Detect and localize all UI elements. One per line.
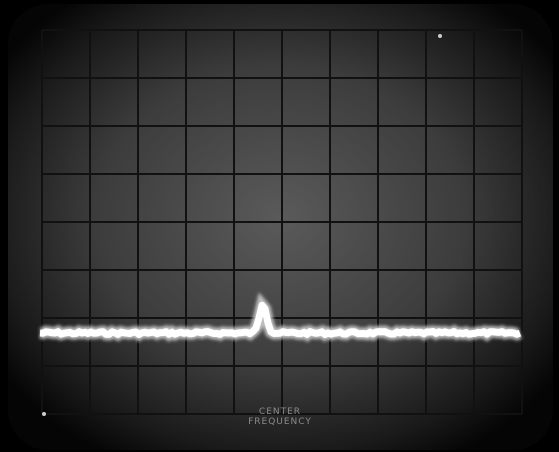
trace-line	[39, 301, 522, 338]
graticule	[41, 29, 523, 415]
crt-screen	[8, 4, 553, 450]
screen-dot	[438, 34, 442, 38]
trace	[39, 292, 523, 343]
marker-label: CENTER	[259, 407, 301, 417]
screen-dot	[42, 412, 46, 416]
marker-label: FREQUENCY	[248, 417, 312, 427]
